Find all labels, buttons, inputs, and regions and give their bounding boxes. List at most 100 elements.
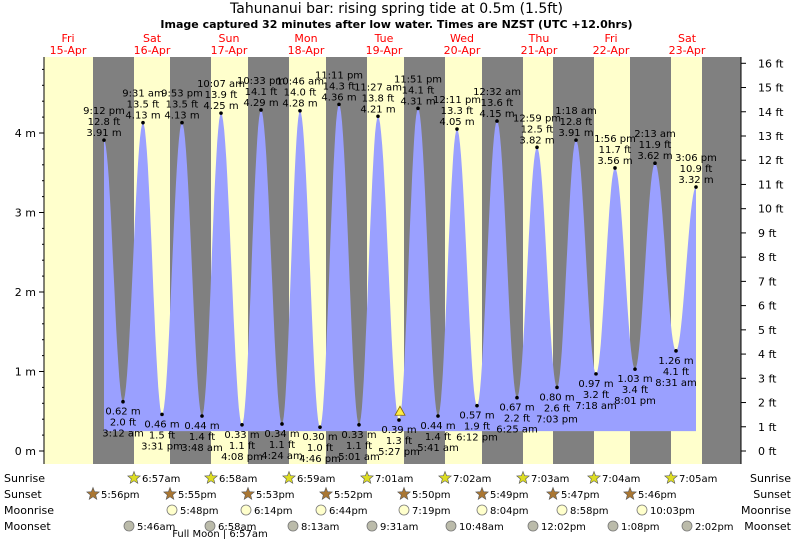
- tide-point: [535, 145, 539, 150]
- low-tide-metres: 0.80 m: [539, 392, 574, 403]
- low-tide-metres: 0.57 m: [459, 411, 494, 422]
- low-tide-feet: 1.4 ft: [189, 432, 215, 443]
- tide-point: [337, 102, 341, 107]
- day-date-label: 15-Apr: [50, 44, 87, 57]
- tide-point: [397, 418, 401, 422]
- row-label-left: Sunrise: [4, 472, 45, 485]
- right-tick-label: 11 ft: [758, 178, 784, 191]
- high-tide-time: 10:46 am: [276, 77, 324, 88]
- high-tide-time: 12:11 pm: [433, 95, 481, 106]
- moonrise-icon: [556, 504, 568, 516]
- high-tide-metres: 3.91 m: [86, 128, 121, 139]
- sunset-icon: [163, 486, 177, 500]
- high-tide-feet: 12.8 ft: [88, 117, 121, 128]
- high-tide-metres: 4.05 m: [439, 117, 474, 128]
- day-date-label: 23-Apr: [669, 44, 706, 57]
- moonrise-time: 6:44pm: [329, 506, 368, 517]
- moonset-icon: [681, 520, 693, 532]
- low-tide-feet: 1.1 ft: [346, 441, 372, 452]
- tide-point: [240, 422, 244, 427]
- low-tide-metres: 0.97 m: [578, 379, 613, 390]
- sunset-time: 5:47pm: [561, 490, 600, 501]
- high-tide-feet: 14.1 ft: [245, 87, 278, 98]
- sunrise-time: 7:02am: [453, 474, 491, 485]
- moonset-time: 9:31am: [380, 522, 418, 533]
- moonset-icon: [445, 520, 457, 532]
- low-tide-metres: 0.67 m: [499, 403, 534, 414]
- high-tide-feet: 14.0 ft: [284, 88, 317, 99]
- right-tick-label: 1 ft: [758, 421, 777, 434]
- high-tide-metres: 4.36 m: [321, 92, 356, 103]
- moonrise-time: 8:58pm: [570, 506, 609, 517]
- left-tick-label: 2 m: [15, 286, 36, 299]
- tide-point: [515, 395, 519, 400]
- tide-point: [555, 385, 559, 390]
- moonrise-icon: [240, 504, 252, 516]
- high-tide-time: 10:33 pm: [237, 76, 285, 87]
- right-tick-label: 9 ft: [758, 227, 777, 240]
- high-tide-time: 10:07 am: [197, 79, 245, 90]
- sunset-time: 5:52pm: [334, 490, 373, 501]
- sunrise-icon: [587, 470, 601, 484]
- moonset-icon: [527, 520, 539, 532]
- day-date-label: 19-Apr: [366, 44, 403, 57]
- sunrise-icon: [127, 470, 141, 484]
- high-tide-time: 2:13 am: [634, 129, 676, 140]
- right-tick-label: 0 ft: [758, 445, 777, 458]
- right-tick-label: 12 ft: [758, 154, 784, 167]
- moonrise-icon: [398, 504, 410, 516]
- sunset-time: 5:46pm: [638, 490, 677, 501]
- moonrise-icon: [476, 504, 488, 516]
- high-tide-metres: 4.31 m: [400, 96, 435, 107]
- high-tide-metres: 3.91 m: [558, 128, 593, 139]
- high-tide-metres: 4.13 m: [125, 111, 160, 122]
- sunset-icon: [623, 486, 637, 500]
- tide-point: [694, 185, 698, 189]
- day-name-label: Tue: [374, 32, 394, 45]
- night-band: [702, 57, 741, 464]
- low-tide-feet: 3.4 ft: [622, 385, 648, 396]
- high-tide-feet: 13.9 ft: [205, 90, 238, 101]
- high-tide-time: 11:11 pm: [315, 70, 363, 81]
- tide-point: [376, 114, 380, 119]
- tide-point: [436, 414, 440, 418]
- tide-point: [475, 403, 479, 408]
- sunset-time: 5:50pm: [412, 490, 451, 501]
- moonrise-time: 7:19pm: [412, 506, 451, 517]
- high-tide-metres: 4.29 m: [243, 98, 278, 109]
- low-tide-metres: 0.33 m: [341, 430, 376, 441]
- high-tide-feet: 13.8 ft: [362, 93, 395, 104]
- high-tide-metres: 4.25 m: [203, 101, 238, 112]
- day-date-label: 20-Apr: [444, 44, 481, 57]
- low-tide-metres: 0.39 m: [381, 425, 416, 436]
- day-name-label: Fri: [61, 32, 74, 45]
- high-tide-feet: 11.9 ft: [639, 140, 672, 151]
- tide-point: [455, 127, 459, 131]
- sunrise-icon: [282, 470, 296, 484]
- low-tide-time: 7:18 am: [575, 401, 617, 412]
- right-tick-label: 14 ft: [758, 106, 784, 119]
- low-tide-metres: 0.46 m: [144, 419, 179, 430]
- high-tide-feet: 13.6 ft: [481, 98, 514, 109]
- right-tick-label: 4 ft: [758, 348, 777, 361]
- row-label-left: Moonset: [4, 520, 51, 533]
- tide-point: [298, 108, 302, 113]
- left-tick-label: 1 m: [15, 366, 36, 379]
- row-label-left: Sunset: [4, 488, 42, 501]
- moonrise-time: 8:04pm: [490, 506, 529, 517]
- right-tick-label: 13 ft: [758, 130, 784, 143]
- current-level-marker: [394, 405, 406, 416]
- high-tide-feet: 11.7 ft: [599, 145, 632, 156]
- high-tide-time: 9:12 pm: [83, 106, 125, 117]
- moonset-icon: [607, 520, 619, 532]
- low-tide-metres: 0.62 m: [105, 407, 140, 418]
- moonrise-time: 5:48pm: [180, 506, 219, 517]
- tide-point: [674, 349, 678, 353]
- high-tide-metres: 4.13 m: [164, 111, 199, 122]
- sunset-time: 5:56pm: [101, 490, 140, 501]
- sunset-icon: [319, 486, 333, 500]
- moonset-time: 2:02pm: [695, 522, 734, 533]
- high-tide-time: 1:18 am: [555, 106, 597, 117]
- moonset-time: 10:48am: [459, 522, 504, 533]
